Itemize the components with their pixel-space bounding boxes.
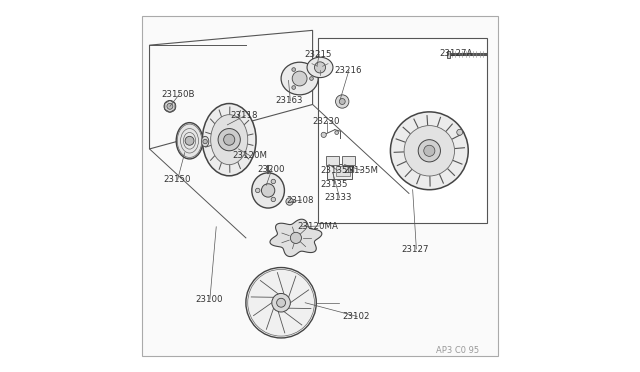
Text: 23127A: 23127A [439,49,473,58]
Text: 23135M: 23135M [320,166,355,175]
Text: 23120MA: 23120MA [298,221,339,231]
Text: 23200: 23200 [257,165,285,174]
Circle shape [418,140,440,162]
Circle shape [335,131,339,135]
Circle shape [271,179,276,184]
Circle shape [457,129,463,135]
Bar [326,156,339,164]
Text: 23108: 23108 [287,196,314,205]
Circle shape [390,112,468,190]
Circle shape [339,99,345,105]
Polygon shape [270,219,322,257]
Text: 23150: 23150 [163,175,190,184]
Circle shape [424,145,435,156]
Text: AP3 C0 95: AP3 C0 95 [436,346,479,355]
Text: 23230: 23230 [312,117,340,126]
Ellipse shape [211,115,248,165]
Circle shape [310,77,314,80]
Ellipse shape [252,173,284,208]
Text: 23163: 23163 [276,96,303,105]
Text: 23135: 23135 [320,180,348,189]
Circle shape [255,188,260,193]
Circle shape [321,132,326,137]
Circle shape [335,95,349,108]
Ellipse shape [202,137,209,147]
Text: 23120M: 23120M [232,151,267,160]
Text: 23150B: 23150B [162,90,195,99]
Circle shape [404,126,454,176]
Circle shape [292,68,296,71]
Circle shape [292,71,307,86]
Circle shape [203,139,207,144]
Circle shape [271,197,276,202]
Text: 23102: 23102 [342,312,370,321]
Circle shape [272,294,291,312]
Circle shape [223,134,235,145]
Circle shape [167,103,173,109]
Text: 23127: 23127 [401,244,429,253]
Circle shape [185,137,194,145]
Text: 23135M: 23135M [344,166,379,175]
Circle shape [292,86,296,89]
Ellipse shape [307,57,333,78]
Bar [335,166,350,176]
Circle shape [262,184,275,197]
Text: 23118: 23118 [230,111,258,120]
Bar [342,156,355,164]
Circle shape [314,62,326,73]
Text: 23100: 23100 [195,295,223,304]
Bar [447,51,451,58]
Circle shape [218,129,240,151]
Text: 23133: 23133 [325,193,352,202]
Circle shape [246,267,316,338]
Bar [318,38,487,223]
Circle shape [286,198,293,205]
Text: 23216: 23216 [334,66,362,75]
Ellipse shape [281,62,318,95]
Ellipse shape [202,103,256,176]
Circle shape [276,298,285,307]
Text: 23215: 23215 [305,50,332,59]
Ellipse shape [176,123,203,159]
Circle shape [164,100,176,112]
Circle shape [291,232,301,243]
Bar [328,164,351,179]
